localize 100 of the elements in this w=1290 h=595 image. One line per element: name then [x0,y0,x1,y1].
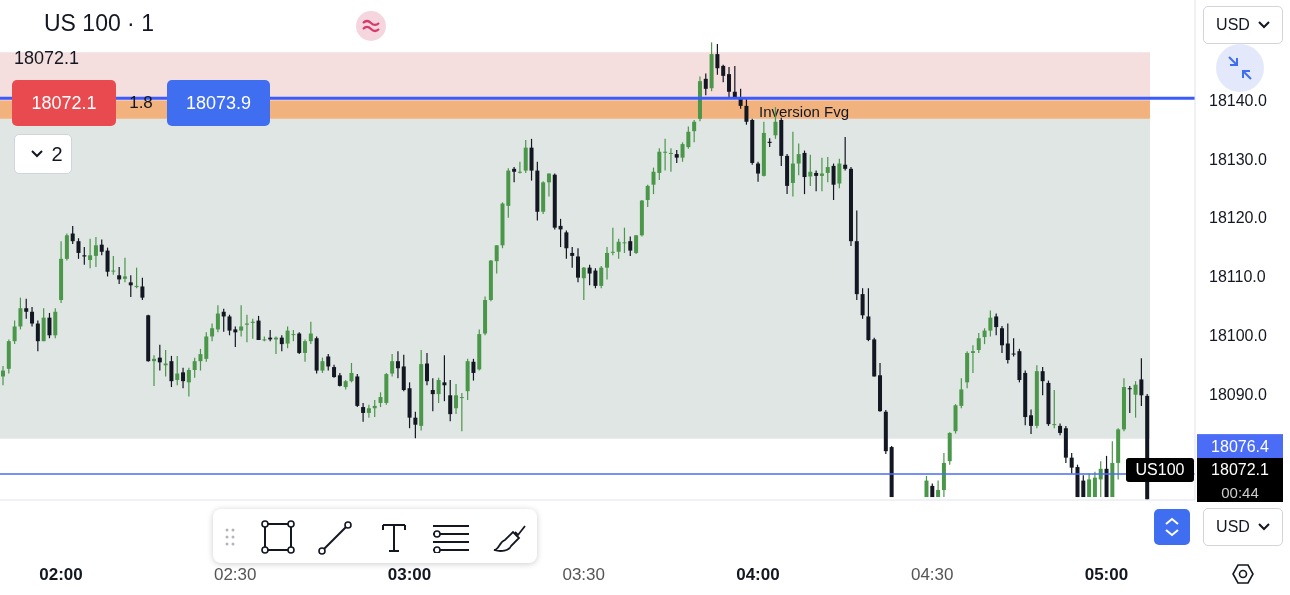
candlestick [936,479,941,498]
candlestick [1029,408,1034,435]
candlestick [790,131,795,198]
candlestick [88,238,93,269]
x-tick-label: 04:30 [910,565,954,584]
candlestick [796,142,801,176]
candlestick [297,331,302,355]
candlestick [999,325,1004,354]
candlestick [529,138,534,182]
candlestick [668,147,673,173]
candlestick [175,355,180,386]
candlestick [111,255,116,276]
x-tick-label: 05:00 [1084,565,1129,584]
candlestick [570,246,575,269]
y-tick-label: 18110.0 [1209,268,1266,286]
ref-line-label: 18076.4 [1211,438,1270,456]
text: USD [1216,16,1250,34]
candlestick [732,65,737,99]
text: 18072.1 [1211,461,1269,479]
candlestick [204,331,209,363]
candlestick [30,306,35,328]
candlestick [610,227,615,256]
x-tick-label: 02:00 [39,565,83,584]
candlestick [605,246,610,281]
candlestick [239,304,244,338]
text: 18072.1 [14,48,80,69]
candlestick [628,235,633,257]
candlestick [727,66,732,99]
candlestick [512,166,517,183]
candlestick [970,344,975,374]
candlestick [192,357,197,379]
annotation: 18073.9 [185,92,252,114]
candlestick [843,136,848,172]
annotation: US100 [1135,461,1185,479]
candlestick [401,354,406,392]
annotation: 2 [51,142,63,166]
candlestick [198,348,203,372]
candlestick [70,225,75,245]
annotation: 18072.1 [31,92,97,114]
candlestick [64,232,69,262]
candlestick [122,257,127,283]
candlestick [215,304,220,333]
candlestick [424,352,429,386]
candlestick [1040,366,1045,396]
candlestick [128,274,133,298]
candlestick [430,377,435,412]
candlestick [448,379,453,422]
candlestick [581,266,586,301]
candlestick [692,119,697,143]
candlestick [599,265,604,289]
y-tick-label: 18120.0 [1209,209,1267,227]
x-tick-label: 03:00 [387,565,432,584]
candlestick [349,362,354,383]
candlestick [994,312,999,336]
candlestick [1092,471,1097,498]
candlestick [1005,322,1010,365]
candlestick [814,169,819,192]
candlestick [395,350,400,379]
candlestick [1052,389,1057,429]
y-tick-label: 18100.0 [1209,326,1267,344]
candlestick [169,355,174,388]
candlestick [634,234,639,255]
x-tick-label: 03:30 [562,565,605,584]
x-tick-label: 02:30 [213,565,257,584]
candlestick [41,307,46,342]
candlestick [459,392,464,432]
y-tick-label: 18140.0 [1209,91,1267,109]
chart-title: US 100 · 1 [44,10,154,37]
candlestick [24,298,29,320]
candlestick [1133,380,1138,419]
candlestick [35,319,40,352]
candlestick [186,367,191,398]
candlestick [361,402,366,423]
candlestick [1139,357,1144,407]
candlestick [413,411,418,439]
candlestick [576,247,580,283]
candlestick [53,307,58,339]
candlestick [831,162,836,201]
candlestick [663,138,668,172]
y-tick-label: 18130.0 [1209,150,1267,168]
candlestick [18,297,23,331]
y-tick-label: 18090.0 [1209,385,1267,403]
candlestick [837,158,842,189]
candlestick [366,404,371,419]
candlestick [436,377,441,404]
candlestick [988,309,993,338]
candlestick [756,161,761,183]
candlestick [517,161,522,175]
candlestick [494,244,499,275]
candlestick [523,139,528,174]
candlestick [76,237,81,260]
candlestick [256,315,261,341]
candlestick [1127,385,1132,414]
candlestick [471,358,476,382]
candlestick [105,247,110,278]
candlestick [825,156,830,183]
candlestick [390,353,395,378]
candlestick [866,287,871,342]
candlestick [303,338,308,363]
text: USD [1216,518,1250,536]
